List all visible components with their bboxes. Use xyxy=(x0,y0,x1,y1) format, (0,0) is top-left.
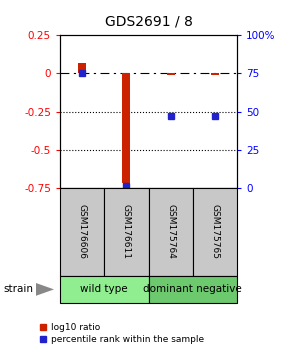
Bar xyxy=(60,276,148,303)
Text: dominant negative: dominant negative xyxy=(143,284,242,295)
Text: wild type: wild type xyxy=(80,284,128,295)
Bar xyxy=(211,73,219,75)
Text: strain: strain xyxy=(3,284,33,295)
Legend: log10 ratio, percentile rank within the sample: log10 ratio, percentile rank within the … xyxy=(34,320,208,348)
Bar xyxy=(148,188,193,276)
Bar xyxy=(193,188,237,276)
Text: GSM176606: GSM176606 xyxy=(78,204,87,259)
Polygon shape xyxy=(36,283,54,296)
Bar xyxy=(148,276,237,303)
Bar xyxy=(122,73,130,183)
Text: GDS2691 / 8: GDS2691 / 8 xyxy=(105,14,192,28)
Bar xyxy=(104,188,148,276)
Bar xyxy=(78,63,86,73)
Bar xyxy=(167,73,175,75)
Text: GSM175764: GSM175764 xyxy=(166,204,175,259)
Bar xyxy=(60,188,104,276)
Text: GSM176611: GSM176611 xyxy=(122,204,131,259)
Text: GSM175765: GSM175765 xyxy=(210,204,219,259)
